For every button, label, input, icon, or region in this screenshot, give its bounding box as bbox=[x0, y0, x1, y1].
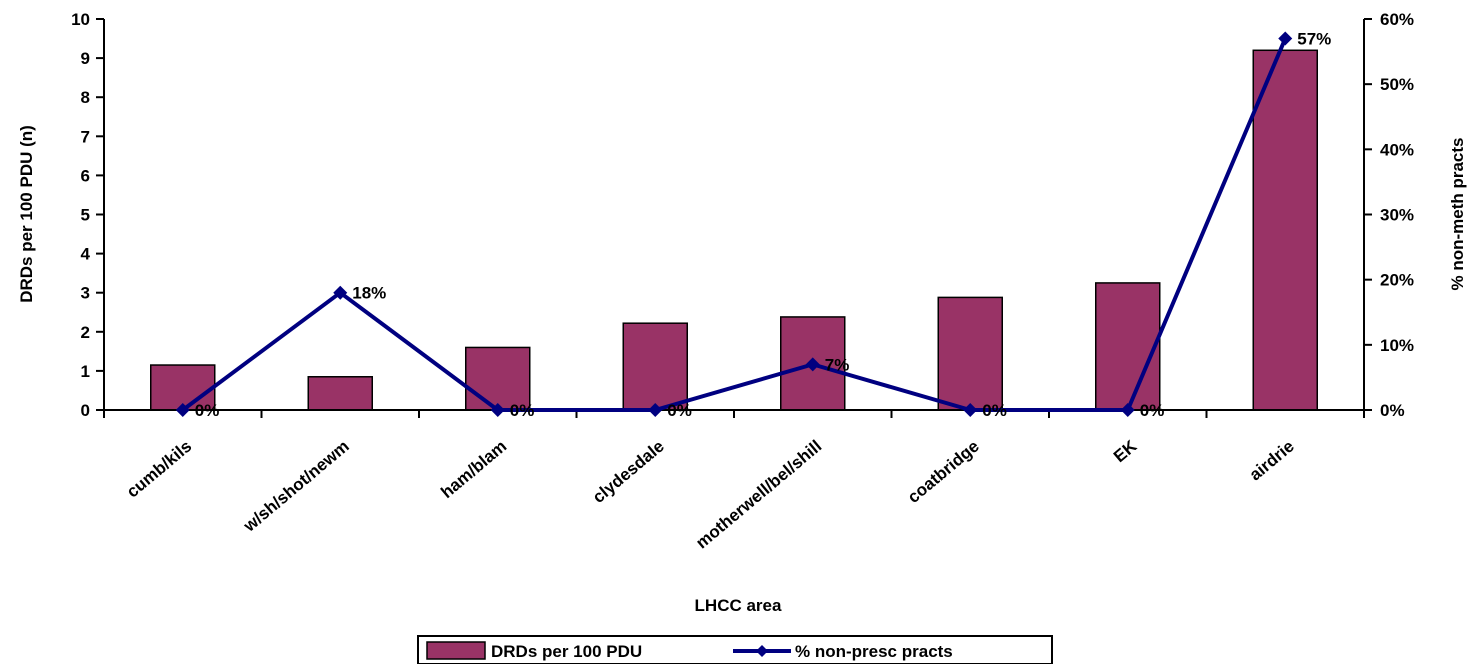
left-tick-label: 6 bbox=[81, 166, 90, 185]
category-label: motherwell/bel/shill bbox=[692, 437, 825, 553]
line-data-label: 0% bbox=[510, 401, 535, 420]
right-tick-label: 20% bbox=[1380, 271, 1414, 290]
bar bbox=[622, 322, 688, 411]
left-tick-label: 7 bbox=[81, 127, 90, 146]
category-label: coatbridge bbox=[904, 437, 983, 507]
line-data-label: 18% bbox=[352, 284, 386, 303]
category-label: w/sh/shot/newm bbox=[239, 437, 353, 537]
line-marker bbox=[490, 403, 505, 417]
y-axis-title: DRDs per 100 PDU (n) bbox=[17, 125, 36, 303]
y2-axis-title: % non-meth practs bbox=[1448, 137, 1467, 290]
line-marker bbox=[1120, 403, 1135, 417]
left-tick-label: 4 bbox=[81, 245, 91, 264]
right-tick-label: 10% bbox=[1380, 336, 1414, 355]
right-tick-label: 50% bbox=[1380, 75, 1414, 94]
category-label: airdrie bbox=[1246, 437, 1298, 485]
line-series bbox=[175, 31, 1293, 417]
right-tick-label: 30% bbox=[1380, 206, 1414, 225]
left-tick-label: 8 bbox=[81, 88, 90, 107]
legend: DRDs per 100 PDU % non-presc practs bbox=[417, 635, 1053, 664]
bar bbox=[1095, 282, 1161, 411]
line-marker bbox=[963, 403, 978, 417]
left-tick-label: 5 bbox=[81, 206, 90, 225]
legend-bar-label: DRDs per 100 PDU bbox=[491, 642, 642, 661]
left-tick-label: 2 bbox=[81, 323, 90, 342]
line-marker bbox=[648, 403, 663, 417]
left-tick-label: 10 bbox=[71, 10, 90, 29]
line-data-label: 7% bbox=[825, 355, 850, 374]
line-marker bbox=[1278, 31, 1293, 46]
axes bbox=[103, 19, 1365, 418]
left-axis-ticks: 0 1 2 3 4 5 6 7 8 9 10 bbox=[71, 10, 104, 420]
left-tick-label: 3 bbox=[81, 284, 90, 303]
category-labels: cumb/kils w/sh/shot/newm ham/blam clydesdal… bbox=[123, 436, 1298, 552]
line-marker bbox=[805, 357, 820, 372]
right-axis-ticks: 0% 10% 20% 30% 40% 50% 60% bbox=[1364, 10, 1414, 420]
right-tick-label: 0% bbox=[1380, 401, 1405, 420]
line-marker bbox=[333, 285, 348, 300]
legend-line-marker bbox=[756, 645, 768, 657]
line-data-label: 0% bbox=[667, 401, 692, 420]
line-marker bbox=[175, 403, 190, 417]
category-label: ham/blam bbox=[437, 437, 510, 503]
legend-line-label: % non-presc practs bbox=[795, 642, 953, 661]
line-path bbox=[181, 37, 1288, 412]
left-tick-label: 1 bbox=[81, 362, 90, 381]
x-axis-title: LHCC area bbox=[695, 596, 782, 615]
line-data-label: 57% bbox=[1297, 30, 1331, 49]
left-tick-label: 0 bbox=[81, 401, 90, 420]
bar bbox=[465, 346, 531, 411]
line-data-label: 0% bbox=[982, 401, 1007, 420]
line-data-label: 0% bbox=[1140, 401, 1165, 420]
bar bbox=[1252, 49, 1318, 411]
legend-bar-swatch bbox=[426, 641, 486, 660]
left-tick-label: 9 bbox=[81, 49, 90, 68]
line-data-label: 0% bbox=[195, 401, 220, 420]
right-tick-label: 60% bbox=[1380, 10, 1414, 29]
bar bbox=[937, 296, 1003, 411]
category-label: clydesdale bbox=[589, 437, 668, 507]
bar-series bbox=[150, 49, 1318, 411]
line-data-labels: 0% 18% 0% 0% 7% 0% 0% 57% bbox=[195, 30, 1332, 420]
category-label: EK bbox=[1110, 436, 1141, 466]
right-tick-label: 40% bbox=[1380, 140, 1414, 159]
bar bbox=[307, 376, 373, 411]
category-label: cumb/kils bbox=[123, 437, 195, 502]
